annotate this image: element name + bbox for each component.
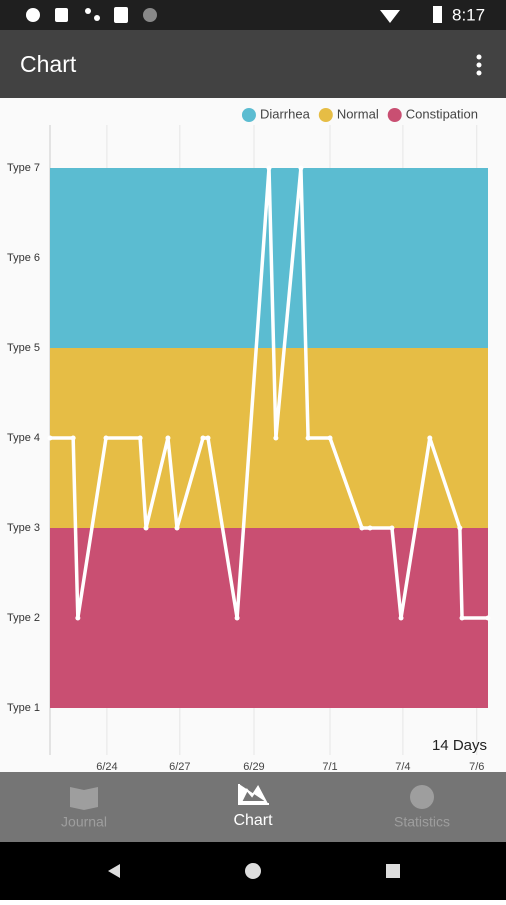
y-tick-label: Type 4 [7,432,40,444]
legend-swatch [387,108,402,122]
point [266,165,272,171]
x-tick-label: 6/24 [96,761,117,773]
point [459,615,465,621]
point [174,525,180,531]
point [137,435,143,441]
app-title: Chart [20,51,77,77]
y-tick-label: Type 3 [7,522,40,534]
point [143,525,149,531]
y-tick-label: Type 2 [7,612,40,624]
point [298,165,304,171]
line [50,166,488,620]
x-tick-label: 7/6 [469,761,484,773]
legend-label: Normal [337,106,379,121]
x-tick-label: 7/4 [395,761,410,773]
point [427,435,433,441]
overflow-menu[interactable] [476,54,482,76]
home-button[interactable] [245,863,261,879]
point [359,525,365,531]
point [200,435,206,441]
legend-swatch [318,108,333,122]
nav-label: Journal [61,814,107,830]
point [165,435,171,441]
y-tick-label: Type 1 [7,702,40,714]
x-tick-label: 6/27 [169,761,190,773]
nav-label: Chart [233,812,273,829]
nav-statistics[interactable]: Statistics [394,785,450,830]
status-bar [0,0,506,30]
y-tick-label: Type 6 [7,252,40,264]
y-tick-label: Type 7 [7,162,40,174]
point [457,525,463,531]
app-bar [0,30,506,98]
recents-button[interactable] [386,864,400,878]
status-icons [26,6,442,23]
point [367,525,373,531]
point [234,615,240,621]
y-tick-label: Type 5 [7,342,40,354]
point [305,435,311,441]
nav-journal[interactable]: Journal [61,787,107,830]
nav-chart[interactable]: Chart [233,784,273,829]
chart: 6/24 6/27 6/29 7/1 7/4 7/6 Type 7 Type 6 Type 5 T… [7,106,491,773]
point [47,435,53,441]
range-label: 14 Days [432,737,487,754]
point [70,435,76,441]
clock: 8:17 [452,5,485,24]
legend-label: Constipation [406,106,478,121]
legend-label: Diarrhea [260,106,311,121]
point [103,435,109,441]
point [398,615,404,621]
point [205,435,211,441]
point [327,435,333,441]
nav-label: Statistics [394,814,450,830]
point [485,615,491,621]
point [75,615,81,621]
legend-swatch [241,108,256,122]
band [50,528,488,708]
x-tick-label: 6/29 [243,761,264,773]
point [389,525,395,531]
back-button[interactable] [108,864,120,878]
x-tick-label: 7/1 [322,761,337,773]
point [273,435,279,441]
